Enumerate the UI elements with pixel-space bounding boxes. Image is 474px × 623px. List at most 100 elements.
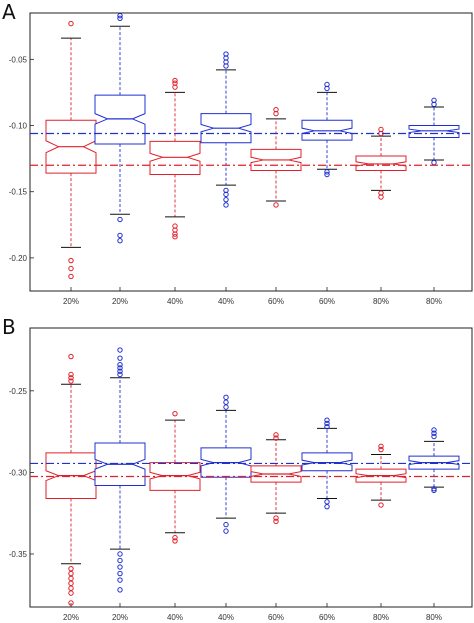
outlier-point: [223, 399, 229, 405]
outlier-point: [117, 587, 123, 593]
x-tick-label: 20%: [112, 613, 128, 622]
panel-letter-a: A: [2, 0, 16, 24]
outlier-point: [117, 362, 123, 368]
outlier-point: [117, 232, 123, 239]
outlier-point: [68, 257, 74, 264]
outlier-point: [117, 570, 123, 577]
x-tick-label: 40%: [167, 297, 183, 306]
outlier-point: [117, 551, 123, 557]
x-tick-label: 80%: [426, 297, 442, 306]
outlier-point: [223, 63, 229, 69]
panel-letter-b: B: [2, 315, 16, 339]
outlier-point: [68, 590, 74, 596]
box-body: [301, 119, 353, 141]
outlier-point: [273, 518, 279, 525]
x-tick-label: 40%: [218, 613, 234, 622]
outlier-point: [68, 273, 74, 280]
outlier-point: [117, 237, 123, 244]
box-40pct-red: [149, 410, 201, 544]
outlier-point: [431, 427, 437, 433]
outlier-point: [117, 12, 123, 19]
outlier-point: [172, 534, 178, 541]
box-60pct-red: [250, 432, 302, 525]
x-tick-label: 40%: [167, 613, 183, 622]
outlier-point: [324, 85, 330, 92]
outlier-point: [172, 84, 178, 90]
y-tick-label: -0.05: [9, 55, 28, 64]
box-40pct-blue: [200, 51, 252, 208]
box-20pct-blue: [94, 347, 146, 593]
y-tick-label: -0.30: [9, 468, 28, 477]
box-body: [149, 140, 201, 176]
box-20pct-red: [45, 353, 97, 606]
x-tick-label: 60%: [319, 297, 335, 306]
outlier-point: [68, 265, 74, 272]
box-80pct-red: [355, 126, 407, 200]
outlier-point: [378, 194, 384, 200]
outlier-point: [324, 503, 330, 510]
outlier-point: [117, 368, 123, 374]
outlier-point: [68, 378, 74, 384]
outlier-point: [68, 20, 74, 27]
outlier-point: [223, 202, 229, 208]
outlier-point: [68, 585, 74, 591]
outlier-point: [431, 430, 437, 436]
outlier-point: [223, 528, 229, 534]
outlier-point: [431, 101, 437, 108]
outlier-point: [117, 564, 123, 570]
outlier-point: [223, 521, 229, 528]
outlier-point: [68, 375, 74, 381]
box-body: [301, 452, 353, 472]
outlier-point: [431, 159, 437, 166]
outlier-point: [378, 443, 384, 449]
outlier-point: [378, 446, 384, 453]
y-tick-label: -0.10: [9, 122, 28, 131]
outlier-point: [68, 580, 74, 587]
outlier-point: [117, 577, 123, 583]
outlier-point: [172, 231, 178, 237]
outlier-point: [117, 15, 123, 21]
outlier-point: [172, 410, 178, 417]
box-body: [355, 155, 407, 172]
outlier-point: [273, 110, 279, 117]
box-80pct-blue: [408, 427, 460, 494]
y-tick-label: -0.20: [9, 254, 28, 263]
y-tick-label: -0.35: [9, 550, 28, 559]
outlier-point: [172, 77, 178, 84]
outlier-point: [324, 424, 330, 430]
outlier-point: [378, 502, 384, 508]
box-body: [408, 125, 460, 138]
x-tick-label: 80%: [373, 297, 389, 306]
outlier-point: [223, 404, 229, 410]
x-tick-label: 60%: [268, 297, 284, 306]
outlier-point: [117, 557, 123, 564]
outlier-point: [324, 420, 330, 427]
outlier-point: [431, 486, 437, 492]
x-tick-label: 20%: [63, 297, 79, 306]
outlier-point: [117, 347, 123, 353]
outlier-point: [68, 575, 74, 582]
outlier-point: [117, 365, 123, 371]
box-60pct-blue: [301, 417, 353, 510]
x-tick-label: 20%: [112, 297, 128, 306]
outlier-point: [431, 487, 437, 494]
outlier-point: [273, 202, 279, 208]
outlier-point: [431, 433, 437, 440]
outlier-point: [273, 435, 279, 441]
box-40pct-blue: [200, 394, 252, 534]
x-tick-label: 60%: [319, 613, 335, 622]
x-tick-label: 40%: [218, 297, 234, 306]
y-tick-label: -0.15: [9, 188, 28, 197]
y-tick-label: -0.25: [9, 387, 28, 396]
plot-frame: [29, 327, 473, 608]
box-80pct-red: [355, 443, 407, 508]
x-tick-label: 80%: [373, 613, 389, 622]
x-tick-label: 20%: [63, 613, 79, 622]
box-40pct-red: [149, 77, 201, 240]
box-20pct-red: [45, 20, 97, 280]
outlier-point: [324, 169, 330, 175]
outlier-point: [172, 538, 178, 544]
box-80pct-blue: [408, 97, 460, 166]
chart-panel-a: -0.20 -0.15 -0.10 -0.05 20% 20% 40% 40% 60% 60% 80…: [9, 12, 473, 306]
outlier-point: [324, 417, 330, 423]
